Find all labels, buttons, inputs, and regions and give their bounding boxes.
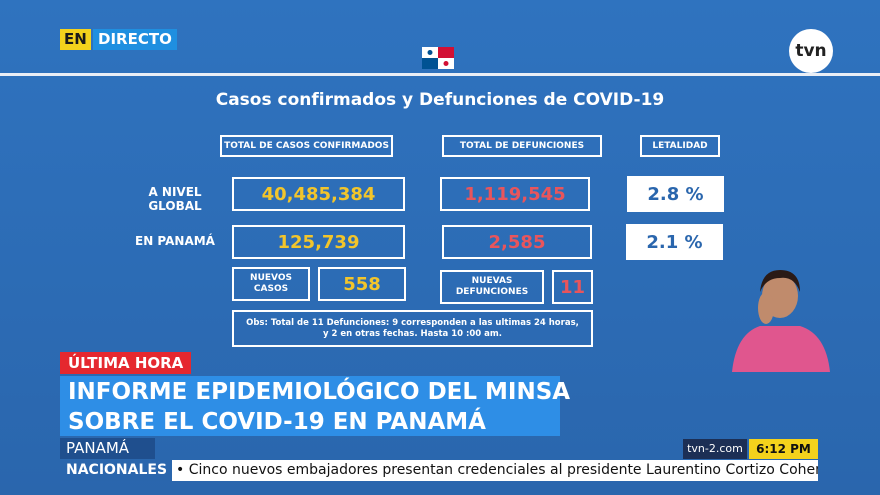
lethality-value: 2.8 % <box>627 176 724 212</box>
top-rule <box>0 73 880 76</box>
time: 6:12 PM <box>749 439 818 459</box>
header: TOTAL DE CASOS CONFIRMADOS <box>220 135 393 157</box>
new-deaths-label: NUEVAS DEFUNCIONES <box>440 270 544 304</box>
site: tvn-2.com <box>683 439 747 459</box>
live-en: EN <box>60 29 91 50</box>
row-label: A NIVEL GLOBAL <box>148 185 202 213</box>
row-label: EN PANAMÁ <box>135 234 215 248</box>
new-cases-value: 558 <box>318 267 406 301</box>
panel-title: Casos confirmados y Defunciones de COVID… <box>215 90 665 110</box>
logo: tvn <box>789 29 833 73</box>
deaths-value: 1,119,545 <box>440 177 590 211</box>
ticker-bar <box>60 460 818 481</box>
cases-value: 40,485,384 <box>232 177 405 211</box>
flag <box>422 47 454 69</box>
note: Obs: Total de 11 Defunciones: 9 correspo… <box>232 310 593 347</box>
new-cases-label: NUEVOS CASOS <box>232 267 310 301</box>
tag: ÚLTIMA HORA <box>60 352 192 374</box>
cases-value: 125,739 <box>232 225 405 259</box>
location: PANAMÁ <box>60 438 155 459</box>
interpreter <box>732 270 830 372</box>
new-deaths-value: 11 <box>552 270 593 304</box>
deaths-value: 2,585 <box>442 225 592 259</box>
header: TOTAL DE DEFUNCIONES <box>442 135 602 157</box>
ticker: • Cinco nuevos embajadores presentan cre… <box>176 462 818 478</box>
header: LETALIDAD <box>640 135 720 157</box>
section: NACIONALES <box>60 460 172 481</box>
lethality-value: 2.1 % <box>626 224 723 260</box>
headline-line: INFORME EPIDEMIOLÓGICO DEL MINSA <box>68 379 571 405</box>
headline-panel: INFORME EPIDEMIOLÓGICO DEL MINSA SOBRE E… <box>60 376 571 436</box>
headline-line: SOBRE EL COVID-19 EN PANAMÁ <box>68 409 486 435</box>
live-directo: DIRECTO <box>93 29 177 50</box>
